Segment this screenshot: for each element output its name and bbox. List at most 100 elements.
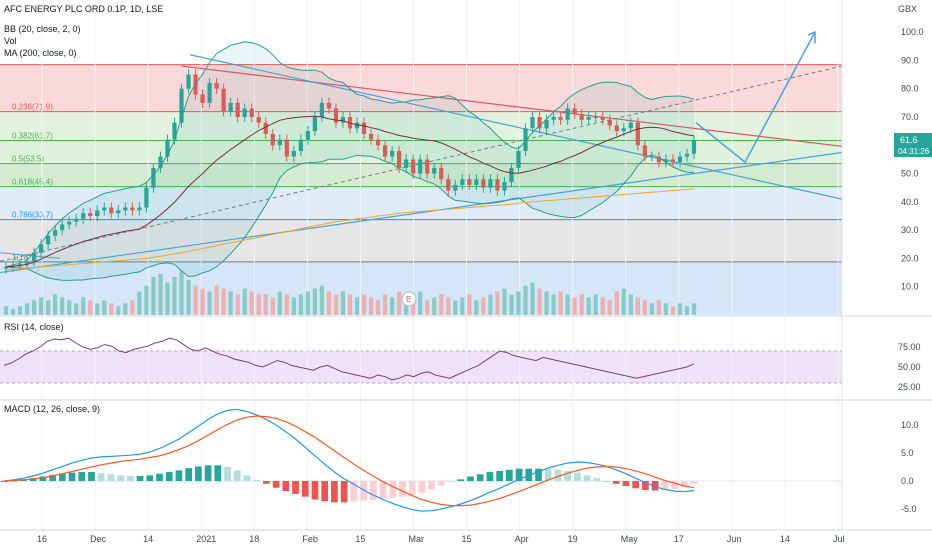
fib-zone [0,64,842,112]
candle-body [453,184,458,191]
macd-histogram-bar [146,475,154,481]
volume-bar [172,276,177,315]
candle-body [340,117,346,123]
candle-body [354,122,360,129]
bb-basis-line [5,115,695,268]
macd-histogram-bar [680,481,688,487]
volume-bar [123,303,128,315]
bb-legend[interactable]: BB (20, close, 2, 0) [4,24,81,34]
macd-histogram-bar [243,475,251,481]
macd-histogram-bar [535,468,542,481]
macd-histogram-bar [0,481,8,482]
volume-bar [333,294,339,315]
macd-histogram-bar [29,478,37,481]
rsi-tick-label: 50.00 [898,362,921,372]
price-tick-label: 50.0 [901,169,919,179]
candle-body [691,140,697,154]
candle-body [586,117,591,120]
candle-body [235,102,240,117]
candle-body [375,139,381,146]
candle-body [565,108,570,120]
candle-body [446,179,451,191]
volume-bar [460,297,465,315]
volume-bar [277,291,282,315]
rsi-tick-label: 75.00 [898,342,921,352]
macd-histogram-bar [583,475,591,481]
candle-body [621,128,626,132]
candle-body [172,122,177,140]
macd-histogram-bar [515,468,523,481]
macd-tick-label: -5.0 [901,504,917,514]
macd-legend[interactable]: MACD (12, 26, close, 9) [4,404,100,414]
candle-body [656,156,662,163]
macd-histogram-bar [301,481,309,497]
macd-histogram-bar [447,481,455,483]
macd-histogram-bar [195,466,202,481]
macd-histogram-bar [486,472,494,481]
volume-bar [130,300,135,315]
macd-histogram-bar [544,469,552,481]
bb-fill [6,41,694,281]
volume-bar [312,288,318,315]
price-badge [894,133,932,157]
volume-bar [572,297,577,315]
candle-body [579,114,584,120]
time-tick-label: Jul [833,534,845,544]
macd-histogram-bar [369,481,377,501]
price-tick-label: 30.0 [901,225,919,235]
macd-tick-label: 0.0 [901,476,914,486]
volume-bar [151,276,156,315]
macd-histogram-bar [437,481,445,486]
candle-body [558,117,563,120]
candle-body [214,83,219,89]
volume-bar [530,282,535,315]
candle-body [670,159,676,163]
candle-body [53,230,58,236]
macd-histogram-bar [651,481,659,491]
volume-bar [502,288,507,315]
volume-bar [361,294,367,315]
candle-body [249,108,254,117]
candle-body [67,221,72,225]
volume-bar [326,291,332,315]
macd-histogram-bar [671,481,678,489]
volume-bar [481,297,486,315]
ma-legend[interactable]: MA (200, close, 0) [4,48,77,58]
volume-bar [600,297,605,315]
volume-bar [340,291,346,315]
volume-bar [46,300,51,315]
rsi-legend[interactable]: RSI (14, close) [4,322,64,332]
macd-histogram-bar [311,481,319,500]
macd-histogram-bar [496,470,503,481]
volume-bar [207,291,212,315]
candle-body [270,133,275,146]
vol-legend[interactable]: Vol [4,36,17,46]
fib-level-label: 0.382(61.7) [12,131,53,140]
volume-bar [614,291,619,315]
candle-body [46,235,51,245]
macd-histogram-bar [88,472,95,481]
candle-body [186,74,191,89]
volume-bar [551,294,556,315]
candle-body [263,122,268,134]
candle-body [305,131,310,140]
candle-body [123,207,128,211]
bb-upper-line [5,41,695,268]
fib-zone [0,111,842,141]
volume-bar [418,291,423,315]
price-badge-value: 61.6 [900,135,918,145]
time-tick-label: 15 [462,534,472,544]
time-tick-label: Mar [408,534,424,544]
macd-histogram-bar [126,475,134,481]
volume-bar [347,294,353,315]
candle-body [368,133,374,140]
candle-body [397,150,402,168]
volume-bar [193,285,198,315]
candle-body [31,252,37,262]
macd-histogram-bar [574,472,581,481]
time-tick-label: 14 [143,534,153,544]
volume-bar [88,300,93,315]
macd-histogram-bar [389,481,397,498]
earnings-marker-icon[interactable] [401,291,417,307]
